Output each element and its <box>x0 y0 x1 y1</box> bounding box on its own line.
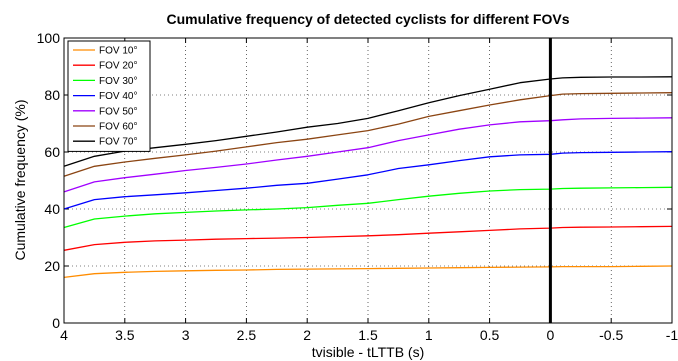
x-tick-label: 0 <box>547 327 555 343</box>
x-tick-label: -1 <box>666 327 678 343</box>
series-line-2 <box>63 225 673 251</box>
legend-label: FOV 50° <box>99 106 137 117</box>
x-tick-label: 0.5 <box>480 327 500 343</box>
series-lines <box>63 76 673 279</box>
plot-frame <box>63 37 673 324</box>
legend-label: FOV 20° <box>99 61 137 72</box>
y-tick-label: 20 <box>44 258 60 274</box>
y-tick-label: 80 <box>44 87 60 103</box>
series-line-3 <box>63 186 673 229</box>
y-tick-label: 0 <box>52 315 60 331</box>
x-tick-labels: 4 3.5 3 2.5 2 1.5 1 0.5 0 -0.5 -1 <box>60 327 678 343</box>
series-line-1 <box>63 265 673 279</box>
x-tick-label: 1 <box>425 327 433 343</box>
x-tick-label: 4 <box>60 327 68 343</box>
x-tick-label: 2.5 <box>237 327 257 343</box>
series-line-4 <box>63 151 673 210</box>
legend-label: FOV 30° <box>99 76 137 87</box>
y-tick-label: 100 <box>37 30 61 46</box>
series-line-6 <box>63 92 673 177</box>
y-tick-label: 60 <box>44 144 60 160</box>
plot-area <box>63 37 673 324</box>
plot-background <box>64 38 672 323</box>
legend-label: FOV 10° <box>99 46 137 57</box>
y-tick-labels: 0 20 40 60 80 100 <box>37 30 61 331</box>
x-tick-label: -0.5 <box>599 327 623 343</box>
y-tick-label: 40 <box>44 201 60 217</box>
legend: FOV 10° FOV 20° FOV 30° FOV 40° FOV 50° FOV 6… <box>67 40 151 152</box>
legend-label: FOV 70° <box>99 137 137 148</box>
x-tick-label: 2 <box>303 327 311 343</box>
x-tick-label: 3 <box>182 327 190 343</box>
series-line-7 <box>63 76 673 167</box>
legend-label: FOV 40° <box>99 91 137 102</box>
x-axis-label: tvisible - tLTTB (s) <box>312 344 425 360</box>
legend-label: FOV 60° <box>99 122 137 133</box>
x-tick-label: 3.5 <box>115 327 135 343</box>
x-tick-label: 1.5 <box>358 327 378 343</box>
series-line-5 <box>63 117 673 193</box>
chart-title: Cumulative frequency of detected cyclist… <box>167 11 570 27</box>
y-axis-label: Cumulative frequency (%) <box>12 99 28 260</box>
